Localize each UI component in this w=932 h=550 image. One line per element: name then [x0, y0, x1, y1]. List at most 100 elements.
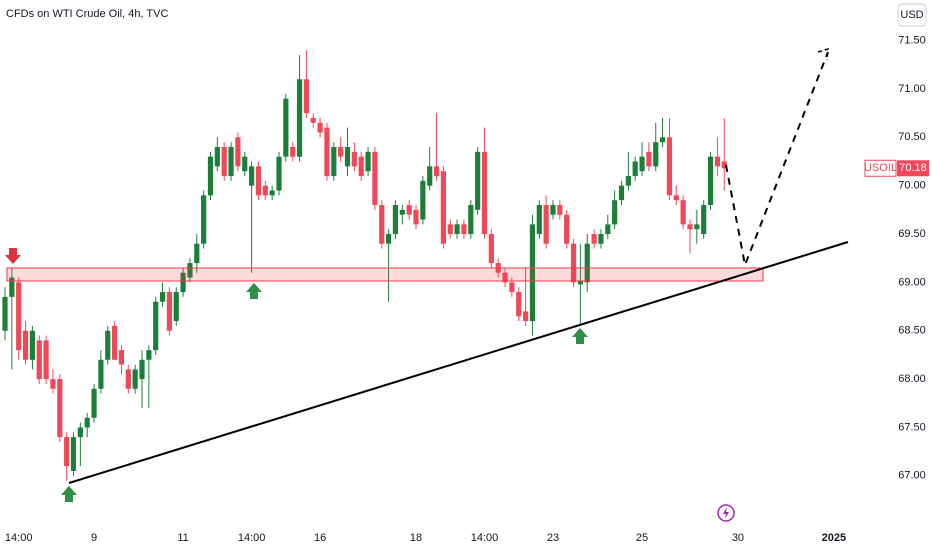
candle-body: [468, 205, 474, 235]
event-icon-bolt: [723, 507, 729, 519]
candle-body: [413, 209, 419, 225]
candle-body: [433, 166, 440, 177]
candle-body: [481, 151, 488, 235]
trend-line: [68, 241, 849, 484]
candle-body: [22, 330, 29, 360]
up-arrow: [246, 283, 262, 299]
candle-body: [338, 147, 344, 157]
down-arrow: [5, 248, 21, 264]
candle-body: [687, 224, 693, 230]
candle-body: [612, 200, 618, 225]
candle-body: [639, 156, 645, 172]
y-tick-label: 69.00: [898, 276, 926, 288]
candle-body: [91, 388, 97, 418]
candle-body: [714, 156, 720, 167]
candle-body: [707, 156, 714, 206]
candle-body: [207, 156, 214, 196]
candle-body: [283, 98, 289, 157]
candle-body: [43, 340, 49, 380]
last-price-label: 70.18: [899, 162, 927, 174]
candle-body: [290, 147, 296, 157]
candle-body: [166, 292, 172, 331]
y-tick-label: 70.00: [898, 180, 926, 192]
candle-body: [125, 369, 131, 389]
event-icon[interactable]: [717, 504, 735, 522]
candle-body: [680, 200, 686, 225]
chart-title: CFDs on WTI Crude Oil, 4h, TVC: [6, 8, 168, 20]
candle-body: [303, 79, 309, 114]
candle-body: [132, 369, 138, 389]
y-tick-label: 70.50: [898, 131, 926, 143]
candle-body: [550, 205, 556, 215]
candle-body: [2, 296, 8, 331]
candle-body: [139, 359, 145, 380]
candle-body: [523, 311, 529, 322]
candle-body: [420, 180, 426, 220]
candle-body: [694, 224, 700, 230]
candle-body: [344, 147, 351, 167]
candle-body: [673, 195, 679, 201]
candle-body: [529, 224, 536, 322]
candle-body: [214, 147, 220, 167]
candle-body: [173, 292, 179, 322]
x-tick-label: 9: [91, 532, 97, 544]
candle-body: [324, 127, 330, 177]
candle-body: [516, 292, 522, 317]
candle-body: [365, 151, 371, 172]
candle-body: [618, 185, 625, 201]
currency-label[interactable]: USD: [900, 9, 923, 21]
currency-button[interactable]: [897, 3, 927, 27]
x-tick-label: 25: [636, 532, 648, 544]
candle-body: [488, 234, 494, 264]
x-tick-label: 23: [547, 532, 559, 544]
y-tick-label: 68.00: [898, 373, 926, 385]
candle-body: [221, 147, 227, 177]
x-tick-label: 18: [410, 532, 422, 544]
candle-body: [447, 224, 453, 235]
candle-body: [461, 224, 467, 235]
candle-body: [180, 272, 186, 293]
candle-body: [98, 359, 104, 389]
candle-body: [577, 280, 583, 285]
candle-body: [36, 340, 42, 380]
up-arrow: [61, 486, 77, 502]
candle-body: [502, 272, 508, 283]
candle-body: [536, 205, 542, 235]
candle-body: [105, 330, 111, 360]
candle-body: [16, 282, 22, 351]
y-tick-label: 69.50: [898, 228, 926, 240]
candle-body: [632, 161, 638, 177]
candle-body: [187, 263, 193, 278]
candle-body: [64, 437, 70, 467]
candle-body: [153, 301, 159, 351]
candle-body: [331, 147, 337, 177]
candle-body: [564, 214, 570, 244]
up-arrow: [572, 328, 588, 344]
candle-body: [721, 161, 727, 169]
candle-body: [112, 325, 118, 360]
candle-body: [317, 122, 323, 133]
candle-body: [262, 185, 268, 196]
x-tick-label: 14:00: [471, 532, 499, 544]
candle-body: [235, 137, 241, 167]
candle-body: [146, 350, 152, 360]
y-tick-label: 71.00: [898, 83, 926, 95]
y-tick-label: 67.00: [898, 470, 926, 482]
candle-body: [509, 282, 515, 293]
y-tick-label: 68.50: [898, 325, 926, 337]
candle-body: [118, 350, 125, 365]
symbol-label: USOIL: [864, 162, 897, 174]
candle-body: [454, 224, 460, 235]
x-tick-label: 16: [314, 532, 326, 544]
x-tick-label: 2025: [822, 532, 846, 544]
candle-body: [269, 190, 275, 196]
candle-body: [296, 79, 303, 157]
candle-body: [584, 243, 590, 283]
candle-body: [242, 156, 248, 172]
candle-body: [29, 330, 35, 360]
candle-body: [50, 379, 56, 389]
candle-body: [406, 205, 412, 215]
x-tick-label: 14:00: [238, 532, 266, 544]
candle-body: [228, 147, 234, 177]
